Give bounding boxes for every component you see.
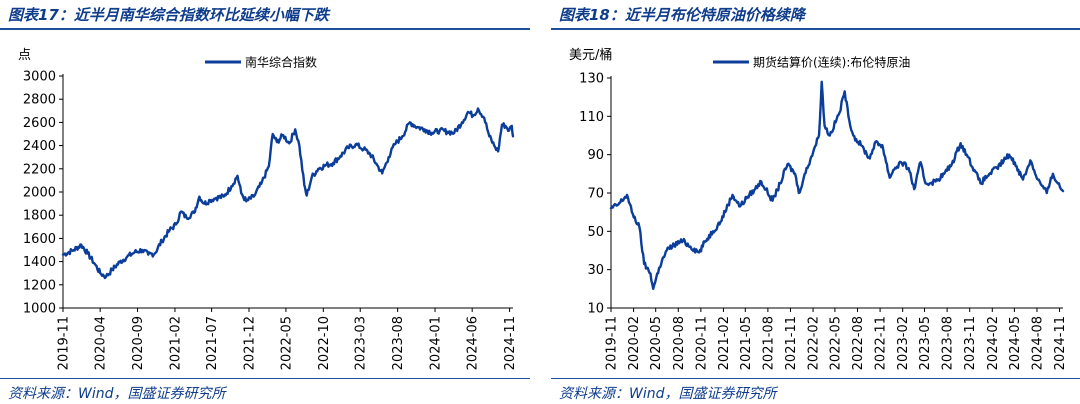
x-tick-label: 2021-05 [739, 316, 754, 370]
y-tick-label: 1600 [23, 232, 56, 247]
chart-panel-nanhua: 图表17：近半月南华综合指数环比延续小幅下跌 点 1000 1200 1400 1600… [0, 0, 530, 404]
y-tick-label: 130 [579, 72, 604, 87]
chart-title: 图表17：近半月南华综合指数环比延续小幅下跌 [8, 6, 329, 24]
y-tick-label: 30 [587, 263, 604, 278]
chart-title: 图表18：近半月布伦特原油价格续降 [559, 6, 805, 24]
x-tick-label: 2022-11 [874, 316, 889, 370]
x-tick-label: 2024-06 [466, 316, 481, 370]
x-tick-label: 2024-01 [429, 316, 444, 370]
x-tick-label: 2021-07 [205, 316, 220, 370]
x-tick-label: 2020-09 [131, 316, 146, 370]
x-tick-label: 2019-11 [605, 316, 620, 370]
chart-nanhua-index: 点 1000 1200 1400 1600 1800 2000 2200 2400 2600 280… [18, 48, 518, 370]
y-tick-label: 2400 [23, 139, 56, 154]
y-tick-label: 10 [587, 302, 604, 317]
series-line [609, 80, 1065, 290]
y-tick-label: 1000 [23, 302, 56, 317]
y-tick-label: 70 [587, 187, 604, 202]
y-tick-label: 50 [587, 225, 604, 240]
x-tick-label: 2022-05 [828, 316, 843, 370]
title-rule [551, 28, 1080, 30]
y-tick-label: 2800 [23, 93, 56, 108]
series-line [61, 107, 515, 280]
y-tick-label: 1400 [23, 255, 56, 270]
x-tick-label: 2023-05 [918, 316, 933, 370]
y-tick-label: 2600 [23, 116, 56, 131]
source-note: 资料来源：Wind，国盛证券研究所 [559, 386, 777, 402]
x-tick-label: 2020-05 [649, 316, 664, 370]
chart-panel-brent: 图表18：近半月布伦特原油价格续降 美元/桶 10 30 50 70 90 110 130 20… [551, 0, 1080, 404]
y-tick-label: 1200 [23, 278, 56, 293]
x-tick-label: 2023-02 [896, 316, 911, 370]
x-tick-label: 2023-08 [941, 316, 956, 370]
legend-label: 南华综合指数 [245, 55, 317, 70]
y-axis-unit-label: 美元/桶 [569, 48, 612, 63]
x-tick-label: 2022-02 [807, 316, 822, 370]
title-rule [0, 28, 530, 30]
x-tick-label: 2020-08 [672, 316, 687, 370]
y-tick-label: 2000 [23, 186, 56, 201]
x-tick-label: 2022-05 [279, 316, 294, 370]
x-tick-label: 2020-02 [627, 316, 642, 370]
y-tick-label: 1800 [23, 209, 56, 224]
source-rule [0, 378, 530, 379]
x-tick-label: 2021-12 [243, 316, 258, 370]
y-tick-label: 90 [587, 148, 604, 163]
x-tick-label: 2024-11 [1053, 316, 1068, 370]
x-tick-label: 2023-03 [354, 316, 369, 370]
y-tick-label: 2200 [23, 162, 56, 177]
x-tick-label: 2021-02 [168, 316, 183, 370]
x-tick-label: 2019-11 [57, 316, 72, 370]
x-tick-label: 2020-11 [694, 316, 709, 370]
x-tick-label: 2021-02 [717, 316, 732, 370]
x-tick-label: 2021-11 [784, 316, 799, 370]
source-note: 资料来源：Wind，国盛证券研究所 [8, 386, 226, 402]
x-tick-label: 2020-04 [94, 316, 109, 370]
y-tick-label: 110 [579, 110, 604, 125]
x-tick-label: 2024-02 [986, 316, 1001, 370]
x-tick-label: 2024-08 [1030, 316, 1045, 370]
source-rule [551, 378, 1080, 379]
y-axis-unit-label: 点 [18, 48, 31, 63]
chart-brent-oil: 美元/桶 10 30 50 70 90 110 130 2019-11 2020-02 2020-0… [569, 48, 1068, 370]
x-tick-label: 2023-08 [391, 316, 406, 370]
x-tick-label: 2024-05 [1008, 316, 1023, 370]
legend-label: 期货结算价(连续):布伦特原油 [753, 55, 910, 70]
x-tick-label: 2023-11 [963, 316, 978, 370]
x-tick-label: 2022-10 [317, 316, 332, 370]
y-tick-label: 3000 [23, 70, 56, 85]
x-tick-label: 2022-08 [851, 316, 866, 370]
x-tick-label: 2021-08 [761, 316, 776, 370]
x-tick-label: 2024-11 [503, 316, 518, 370]
